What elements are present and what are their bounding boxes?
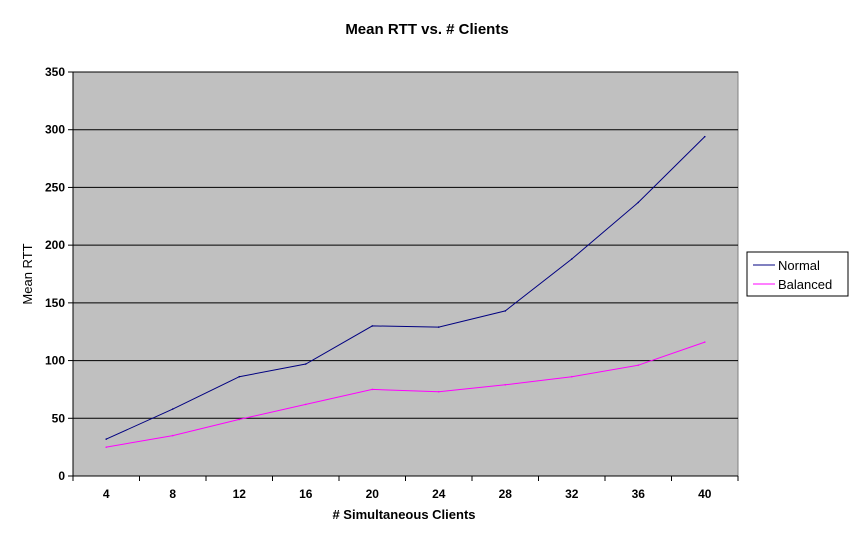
y-tick-label: 250 bbox=[45, 180, 65, 194]
x-tick-label: 4 bbox=[103, 487, 110, 501]
y-tick-label: 100 bbox=[45, 354, 65, 368]
data-point-balanced bbox=[504, 384, 507, 386]
series-line-normal bbox=[106, 136, 706, 440]
data-point-normal bbox=[637, 201, 640, 204]
plot-area bbox=[72, 71, 739, 477]
x-tick-label: 20 bbox=[366, 487, 380, 501]
x-axis: 4 8 12 16 20 24 28 32 36 40 bbox=[72, 475, 739, 501]
data-point-balanced bbox=[304, 403, 307, 406]
data-point-balanced bbox=[371, 388, 374, 391]
data-point-balanced bbox=[238, 418, 241, 421]
series-lines bbox=[105, 135, 706, 448]
y-tick-label: 150 bbox=[45, 296, 65, 310]
data-point-balanced bbox=[703, 341, 706, 343]
x-tick-label: 16 bbox=[299, 487, 313, 501]
series-line-balanced bbox=[106, 341, 705, 448]
x-tick-label: 32 bbox=[565, 487, 579, 501]
data-point-balanced bbox=[570, 375, 573, 378]
gridlines bbox=[73, 71, 738, 419]
data-point-normal bbox=[171, 408, 174, 410]
data-point-normal bbox=[238, 375, 241, 378]
chart-title: Mean RTT vs. # Clients bbox=[345, 21, 508, 38]
data-point-normal bbox=[703, 135, 706, 138]
data-point-normal bbox=[304, 363, 307, 365]
data-point-normal bbox=[105, 438, 108, 440]
legend-label-normal: Normal bbox=[778, 258, 820, 273]
data-point-normal bbox=[371, 325, 374, 327]
legend-box bbox=[746, 251, 849, 297]
y-tick-label: 0 bbox=[58, 469, 65, 483]
x-tick-label: 24 bbox=[432, 487, 446, 501]
data-point-normal bbox=[570, 258, 573, 260]
x-tick-label: 28 bbox=[499, 487, 513, 501]
y-tick-label: 300 bbox=[45, 123, 65, 137]
legend: Normal Balanced bbox=[746, 251, 849, 297]
x-axis-title: # Simultaneous Clients bbox=[332, 507, 475, 522]
data-point-normal bbox=[504, 310, 507, 312]
legend-label-balanced: Balanced bbox=[778, 277, 832, 292]
data-point-normal bbox=[437, 326, 440, 328]
data-point-balanced bbox=[171, 434, 174, 437]
x-tick-label: 8 bbox=[169, 487, 176, 501]
data-point-balanced bbox=[437, 390, 440, 393]
y-tick-label: 200 bbox=[45, 238, 65, 252]
data-point-balanced bbox=[105, 446, 108, 448]
x-tick-label: 40 bbox=[698, 487, 712, 501]
x-tick-label: 12 bbox=[233, 487, 247, 501]
data-point-balanced bbox=[637, 364, 640, 366]
y-axis: 0 50 100 150 200 250 300 350 bbox=[45, 65, 74, 483]
y-tick-label: 50 bbox=[52, 411, 66, 425]
y-axis-title: Mean RTT bbox=[20, 243, 35, 304]
y-tick-label: 350 bbox=[45, 65, 65, 79]
x-tick-label: 36 bbox=[632, 487, 646, 501]
